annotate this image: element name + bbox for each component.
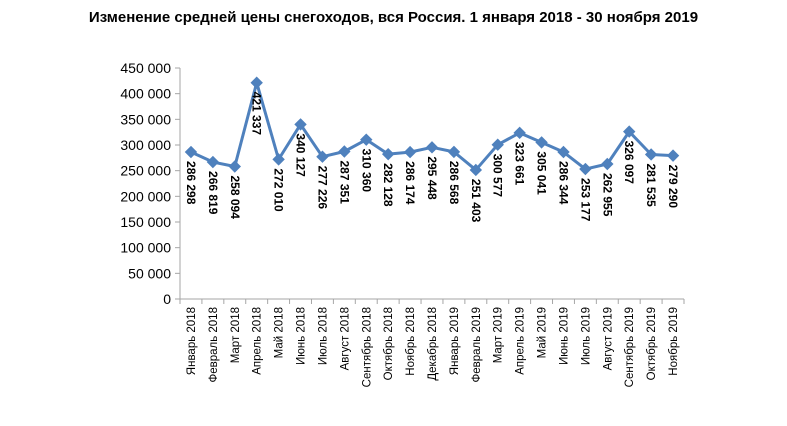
x-category-label: Май 2019 <box>537 307 549 358</box>
x-category-label: Ноябрь 2019 <box>668 307 680 376</box>
data-point-marker <box>623 125 636 138</box>
data-label: 266 819 <box>206 171 220 215</box>
y-tick-label: 350 000 <box>120 111 171 127</box>
data-point-marker <box>469 163 483 177</box>
data-label: 310 360 <box>359 149 373 193</box>
x-category-label: Апрель 2019 <box>515 307 527 375</box>
y-tick-label: 200 000 <box>120 188 171 204</box>
data-point-marker <box>644 148 658 161</box>
x-category-label: Август 2018 <box>339 307 351 370</box>
data-point-marker <box>491 138 504 151</box>
data-point-marker <box>447 145 461 159</box>
data-point-marker <box>381 147 395 161</box>
data-label: 286 174 <box>403 161 417 205</box>
data-label: 281 535 <box>644 163 658 207</box>
data-label: 340 127 <box>294 133 308 177</box>
data-label: 326 097 <box>622 141 636 185</box>
data-point-marker <box>272 153 285 166</box>
chart-title: Изменение средней цены снегоходов, вся Р… <box>88 9 699 26</box>
data-label: 305 041 <box>535 151 549 195</box>
y-tick-label: 250 000 <box>120 163 171 179</box>
data-point-marker <box>403 145 417 159</box>
data-point-marker <box>557 145 570 159</box>
x-category-label: Апрель 2018 <box>252 307 264 375</box>
x-category-label: Октябрь 2019 <box>646 307 658 380</box>
x-category-label: Март 2019 <box>493 307 505 363</box>
data-point-marker <box>425 141 439 154</box>
data-label: 286 568 <box>447 161 461 205</box>
x-category-label: Май 2018 <box>274 307 286 358</box>
data-label: 421 337 <box>250 92 264 136</box>
y-tick-label: 400 000 <box>120 86 171 102</box>
x-category-label: Сентябрь 2018 <box>361 307 373 387</box>
data-point-marker <box>666 149 680 162</box>
data-point-marker <box>228 160 241 173</box>
data-point-marker <box>360 133 373 146</box>
x-category-label: Январь 2018 <box>186 307 198 375</box>
data-label: 287 351 <box>337 160 351 204</box>
data-point-marker <box>294 118 307 131</box>
x-category-label: Февраль 2019 <box>471 307 483 383</box>
x-category-label: Сентябрь 2019 <box>624 307 636 387</box>
y-tick-label: 100 000 <box>120 240 171 256</box>
x-category-label: Февраль 2018 <box>208 307 220 383</box>
x-category-label: Июль 2019 <box>580 307 592 365</box>
y-tick-label: 450 000 <box>120 60 171 76</box>
data-label: 295 448 <box>425 156 439 200</box>
x-category-label: Июнь 2019 <box>558 307 570 365</box>
data-label: 279 290 <box>666 165 680 209</box>
data-label: 286 344 <box>556 161 570 205</box>
x-category-label: Июнь 2018 <box>296 307 308 365</box>
data-label: 277 226 <box>315 166 329 210</box>
data-label: 253 177 <box>578 178 592 222</box>
data-point-marker <box>579 162 592 176</box>
x-category-label: Ноябрь 2018 <box>405 307 417 376</box>
data-label: 262 955 <box>600 173 614 217</box>
data-label: 258 094 <box>228 176 242 220</box>
data-label: 300 577 <box>491 154 505 198</box>
data-point-marker <box>338 145 351 158</box>
y-tick-label: 150 000 <box>120 214 171 230</box>
data-label: 286 298 <box>184 161 198 205</box>
y-tick-label: 50 000 <box>128 265 171 281</box>
data-label: 272 010 <box>272 168 286 212</box>
data-point-marker <box>535 136 548 149</box>
x-category-label: Март 2018 <box>230 307 242 363</box>
y-tick-label: 0 <box>163 291 171 307</box>
x-category-label: Август 2019 <box>602 307 614 370</box>
x-category-label: Январь 2019 <box>449 307 461 375</box>
data-label: 323 661 <box>513 142 527 186</box>
data-point-marker <box>601 157 614 171</box>
x-category-label: Октябрь 2018 <box>383 307 395 380</box>
data-point-marker <box>184 145 198 159</box>
data-label: 251 403 <box>469 179 483 223</box>
data-point-marker <box>513 126 526 140</box>
data-point-marker <box>206 155 220 169</box>
data-point-marker <box>250 76 263 89</box>
y-tick-label: 300 000 <box>120 137 171 153</box>
x-category-label: Декабрь 2018 <box>427 307 439 381</box>
x-category-label: Июль 2018 <box>317 307 329 365</box>
data-label: 282 128 <box>381 163 395 207</box>
data-point-marker <box>316 150 329 163</box>
